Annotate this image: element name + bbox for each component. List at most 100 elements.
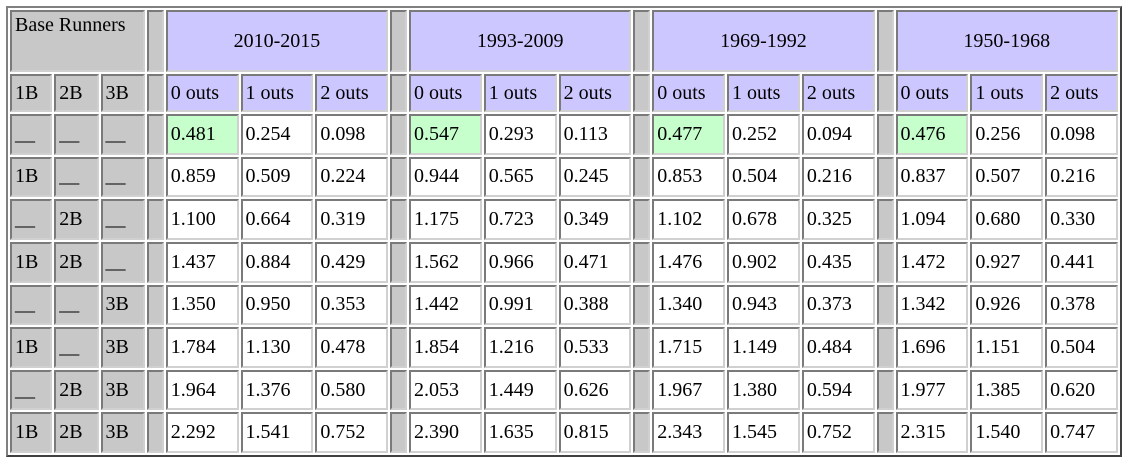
run-value-cell: 1.854	[408, 327, 482, 368]
run-value-cell: 0.476	[895, 114, 969, 155]
run-value-cell: 0.252	[727, 114, 800, 155]
runner-cell: __	[10, 369, 53, 411]
outs-column-header: 0 outs	[652, 74, 726, 112]
column-separator	[633, 199, 651, 240]
outs-column-header: 2 outs	[1045, 74, 1118, 112]
table-row: __ __ __ 0.481 0.254 0.098 0.547 0.293 0.113 0.47…	[10, 114, 1118, 155]
outs-column-header: 0 outs	[165, 74, 239, 112]
run-value-cell: 1.175	[408, 199, 482, 240]
run-value-cell: 0.373	[801, 284, 875, 326]
runner-cell: 1B	[10, 241, 53, 283]
run-value-cell: 0.441	[1045, 241, 1118, 283]
run-value-cell: 1.151	[970, 327, 1044, 368]
run-value-cell: 2.315	[895, 412, 969, 453]
run-value-cell: 1.715	[652, 327, 726, 368]
run-value-cell: 1.130	[240, 327, 314, 368]
era-header-row: Base Runners 2010-2015 1993-2009 1969-19…	[10, 10, 1118, 72]
run-value-cell: 0.484	[801, 327, 875, 368]
run-value-cell: 0.216	[1045, 156, 1118, 198]
column-separator	[876, 199, 894, 240]
run-value-cell: 2.053	[408, 369, 482, 411]
table-row: 1B 2B 3B 2.292 1.541 0.752 2.390 1.635 0.815 2.34…	[10, 412, 1118, 453]
column-separator	[633, 284, 651, 326]
column-separator	[146, 369, 164, 411]
outs-column-header: 0 outs	[408, 74, 482, 112]
run-value-cell: 1.696	[895, 327, 969, 368]
runner-cell: __	[10, 199, 53, 240]
runner-cell: __	[54, 114, 99, 155]
run-value-cell: 1.216	[483, 327, 557, 368]
run-value-cell: 0.471	[558, 241, 632, 283]
run-value-cell: 0.429	[315, 241, 389, 283]
run-value-cell: 0.626	[558, 369, 632, 411]
column-separator	[876, 156, 894, 198]
run-value-cell: 0.094	[801, 114, 875, 155]
run-value-cell: 0.837	[895, 156, 969, 198]
era-header-1950-1968: 1950-1968	[895, 10, 1118, 72]
outs-column-header: 1 outs	[240, 74, 314, 112]
outs-column-header: 0 outs	[895, 74, 969, 112]
column-separator	[633, 10, 651, 72]
runner-cell: __	[54, 156, 99, 198]
run-value-cell: 0.245	[558, 156, 632, 198]
column-separator	[390, 156, 407, 198]
runner-column-header: 2B	[54, 74, 99, 112]
run-value-cell: 1.342	[895, 284, 969, 326]
column-separator	[146, 284, 164, 326]
table-row: __ 2B 3B 1.964 1.376 0.580 2.053 1.449 0.626 1.96…	[10, 369, 1118, 411]
runner-cell: 3B	[100, 284, 145, 326]
column-separator	[876, 241, 894, 283]
run-value-cell: 1.784	[165, 327, 239, 368]
column-separator	[146, 114, 164, 155]
run-value-cell: 0.319	[315, 199, 389, 240]
column-separator	[390, 10, 407, 72]
run-value-cell: 1.977	[895, 369, 969, 411]
run-expectancy-table: Base Runners 2010-2015 1993-2009 1969-19…	[6, 6, 1122, 457]
run-value-cell: 0.580	[315, 369, 389, 411]
runner-cell: 1B	[10, 156, 53, 198]
runner-cell: 2B	[54, 369, 99, 411]
table-row: __ __ 3B 1.350 0.950 0.353 1.442 0.991 0.388 1.34…	[10, 284, 1118, 326]
column-separator	[390, 241, 407, 283]
runner-cell: 1B	[10, 412, 53, 453]
run-value-cell: 0.504	[1045, 327, 1118, 368]
column-separator	[876, 114, 894, 155]
runner-cell: __	[10, 284, 53, 326]
column-separator	[876, 327, 894, 368]
column-separator	[876, 412, 894, 453]
column-separator	[876, 10, 894, 72]
run-value-cell: 1.540	[970, 412, 1044, 453]
run-value-cell: 1.545	[727, 412, 800, 453]
run-value-cell: 1.442	[408, 284, 482, 326]
table-row: __ 2B __ 1.100 0.664 0.319 1.175 0.723 0.349 1.10…	[10, 199, 1118, 240]
run-value-cell: 2.292	[165, 412, 239, 453]
run-value-cell: 1.380	[727, 369, 800, 411]
table-body: __ __ __ 0.481 0.254 0.098 0.547 0.293 0.113 0.47…	[10, 114, 1118, 453]
column-separator	[390, 369, 407, 411]
runner-cell: __	[100, 114, 145, 155]
column-separator	[633, 114, 651, 155]
run-value-cell: 0.950	[240, 284, 314, 326]
run-value-cell: 0.815	[558, 412, 632, 453]
run-value-cell: 0.113	[558, 114, 632, 155]
run-value-cell: 2.390	[408, 412, 482, 453]
column-separator	[390, 114, 407, 155]
outs-header-row: 1B 2B 3B 0 outs 1 outs 2 outs 0 outs 1 outs 2 ou…	[10, 74, 1118, 112]
runner-column-header: 3B	[100, 74, 145, 112]
run-value-cell: 1.967	[652, 369, 726, 411]
era-header-1969-1992: 1969-1992	[652, 10, 875, 72]
run-value-cell: 0.853	[652, 156, 726, 198]
column-separator	[146, 327, 164, 368]
run-value-cell: 0.547	[408, 114, 482, 155]
era-header-2010-2015: 2010-2015	[165, 10, 389, 72]
run-value-cell: 0.378	[1045, 284, 1118, 326]
base-runners-header: Base Runners	[10, 10, 145, 72]
run-value-cell: 0.723	[483, 199, 557, 240]
column-separator	[390, 74, 407, 112]
run-value-cell: 0.902	[727, 241, 800, 283]
run-value-cell: 1.437	[165, 241, 239, 283]
column-separator	[390, 327, 407, 368]
run-value-cell: 0.991	[483, 284, 557, 326]
run-value-cell: 0.943	[727, 284, 800, 326]
run-value-cell: 1.094	[895, 199, 969, 240]
